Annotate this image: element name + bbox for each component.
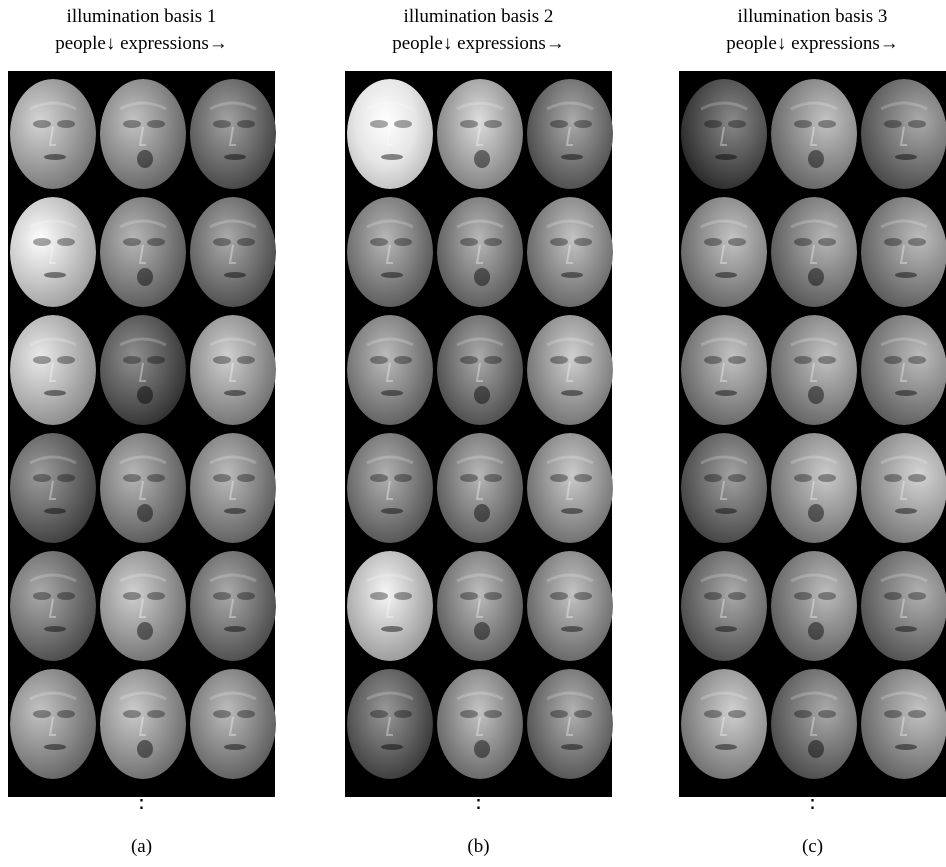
face-image: [527, 315, 613, 425]
face-image: [347, 197, 433, 307]
face-image: [100, 315, 186, 425]
vertical-ellipsis: ⋮: [467, 787, 490, 812]
face-image-grid: [8, 71, 276, 797]
face-image: [527, 669, 613, 779]
face-image: [771, 433, 857, 543]
face-image: [10, 669, 96, 779]
face-image: [100, 551, 186, 661]
face-image-grid: [345, 71, 613, 797]
face-image: [10, 551, 96, 661]
face-image: [861, 669, 946, 779]
face-image: [861, 79, 946, 189]
face-image: [771, 315, 857, 425]
face-image: [681, 79, 767, 189]
face-image: [437, 197, 523, 307]
face-image: [771, 197, 857, 307]
face-image: [10, 197, 96, 307]
face-image-grid: [679, 71, 946, 797]
panel-caption: (c): [801, 836, 824, 857]
vertical-ellipsis: ⋮: [130, 787, 153, 812]
face-image: [190, 669, 276, 779]
face-image: [861, 315, 946, 425]
face-image: [437, 315, 523, 425]
face-image: [527, 551, 613, 661]
panel-title: illumination basis 2: [403, 6, 554, 27]
face-image: [771, 669, 857, 779]
panel-caption: (b): [467, 836, 490, 857]
panel-title: illumination basis 3: [737, 6, 888, 27]
panel-axes-legend: people↓ expressions→: [55, 33, 228, 54]
panel-1: illumination basis 1 people↓ expressions→…: [8, 0, 276, 867]
face-image: [681, 315, 767, 425]
face-image: [347, 79, 433, 189]
face-image: [190, 433, 276, 543]
panel-title: illumination basis 1: [66, 6, 217, 27]
face-image: [190, 79, 276, 189]
panel-caption: (a): [130, 836, 153, 857]
face-image: [437, 433, 523, 543]
panel-2: illumination basis 2 people↓ expressions→…: [345, 0, 613, 867]
face-image: [527, 433, 613, 543]
face-image: [527, 197, 613, 307]
face-image: [437, 79, 523, 189]
face-image: [100, 669, 186, 779]
face-image: [771, 551, 857, 661]
face-image: [771, 79, 857, 189]
face-image: [100, 79, 186, 189]
face-image: [347, 551, 433, 661]
face-image: [100, 197, 186, 307]
face-image: [861, 433, 946, 543]
face-image: [100, 433, 186, 543]
face-image: [347, 315, 433, 425]
face-image: [681, 551, 767, 661]
face-image: [681, 669, 767, 779]
face-image: [861, 551, 946, 661]
face-image: [10, 433, 96, 543]
face-image: [861, 197, 946, 307]
face-image: [347, 669, 433, 779]
face-image: [681, 197, 767, 307]
panel-axes-legend: people↓ expressions→: [726, 33, 899, 54]
panel-3: illumination basis 3 people↓ expressions→…: [679, 0, 946, 867]
face-image: [437, 551, 523, 661]
face-image: [10, 315, 96, 425]
vertical-ellipsis: ⋮: [801, 787, 824, 812]
face-image: [190, 315, 276, 425]
face-image: [347, 433, 433, 543]
face-image: [190, 197, 276, 307]
face-image: [437, 669, 523, 779]
face-image: [681, 433, 767, 543]
panel-axes-legend: people↓ expressions→: [392, 33, 565, 54]
face-image: [527, 79, 613, 189]
face-image: [10, 79, 96, 189]
face-image: [190, 551, 276, 661]
